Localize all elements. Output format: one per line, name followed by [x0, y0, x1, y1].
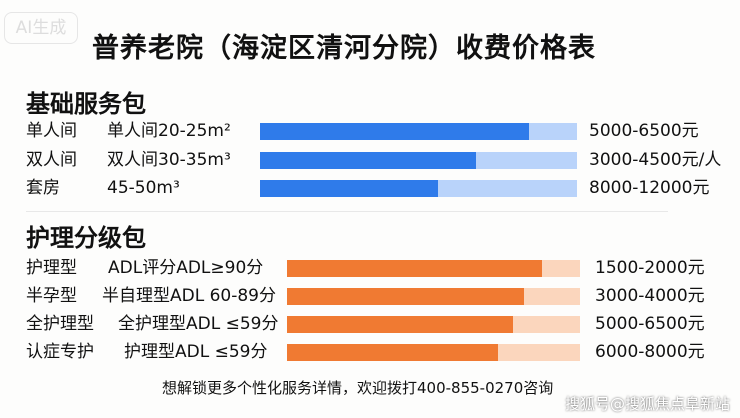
- price: 5000-6500元: [595, 314, 705, 334]
- description: ADL评分ADL≥90分: [108, 258, 264, 278]
- room-type: 全护理型: [26, 314, 94, 334]
- watermark: 搜狐号@搜狐焦点阜新站: [565, 395, 731, 413]
- price-bar-track: [287, 344, 580, 361]
- description: 半自理型ADL 60-89分: [102, 286, 276, 306]
- room-type: 双人间: [26, 150, 77, 170]
- price: 3000-4000元: [595, 286, 705, 306]
- description: 全护理型ADL ≤59分: [118, 314, 279, 334]
- price: 8000-12000元: [589, 178, 710, 198]
- price-bar-fill: [260, 152, 476, 169]
- room-type: 单人间: [26, 121, 77, 141]
- price-bar-track: [287, 260, 580, 277]
- section-heading-basic: 基础服务包: [26, 90, 146, 118]
- price: 6000-8000元: [595, 342, 705, 362]
- ai-generated-badge: AI生成: [4, 12, 78, 44]
- price-bar-fill: [260, 180, 438, 197]
- room-type: 护理型: [26, 258, 77, 278]
- room-type: 认症专护: [26, 342, 94, 362]
- room-type: 半孕型: [26, 286, 77, 306]
- room-type: 套房: [26, 178, 60, 198]
- price: 5000-6500元: [589, 121, 699, 141]
- price-bar-track: [260, 180, 577, 197]
- description: 45-50m³: [107, 178, 180, 198]
- price-bar-track: [260, 152, 577, 169]
- price-bar-fill: [287, 288, 525, 305]
- page-title: 普养老院（海淀区清河分院）收费价格表: [92, 33, 596, 64]
- price-bar-fill: [260, 123, 530, 140]
- divider: [26, 211, 668, 212]
- description: 单人间20-25m²: [107, 121, 231, 141]
- price: 1500-2000元: [595, 258, 705, 278]
- section-heading-care: 护理分级包: [26, 224, 146, 252]
- price-bar-fill: [287, 316, 513, 333]
- price-bar-fill: [287, 344, 498, 361]
- price-bar-fill: [287, 260, 542, 277]
- price: 3000-4500元/人: [589, 150, 722, 170]
- price-bar-track: [260, 123, 577, 140]
- description: 护理型ADL ≤59分: [124, 342, 268, 362]
- contact-note: 想解锁更多个性化服务详情，欢迎拨打400-855-0270咨询: [162, 379, 554, 397]
- price-bar-track: [287, 316, 580, 333]
- price-bar-track: [287, 288, 580, 305]
- description: 双人间30-35m³: [107, 150, 231, 170]
